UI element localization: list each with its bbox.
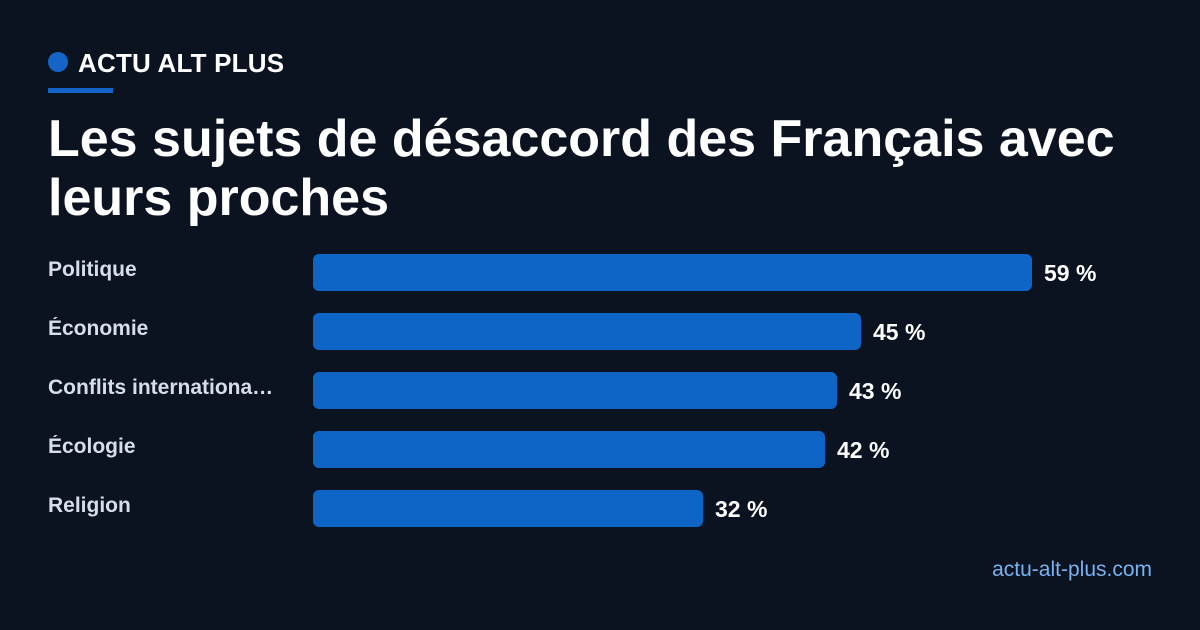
bar-value-label: 32 %	[715, 496, 768, 522]
bar-value-label: 59 %	[1044, 260, 1097, 286]
bar	[313, 372, 837, 409]
page-title: Les sujets de désaccord des Français ave…	[48, 110, 1115, 227]
bar	[313, 490, 703, 527]
category-label: Religion	[48, 494, 131, 517]
category-label: Écologie	[48, 435, 136, 458]
bar	[313, 431, 825, 468]
brand-name: ACTU ALT PLUS	[78, 48, 285, 78]
bar-value-label: 42 %	[837, 437, 890, 463]
brand: ACTU ALT PLUS	[48, 48, 284, 79]
category-label: Conflits internationa…	[48, 376, 274, 399]
bar	[313, 313, 861, 350]
category-label: Politique	[48, 258, 137, 281]
bar-value-label: 43 %	[849, 378, 902, 404]
bar	[313, 254, 1032, 291]
category-label: Économie	[48, 317, 149, 340]
source-link[interactable]: actu-alt-plus.com	[992, 558, 1152, 581]
bar-value-label: 45 %	[873, 319, 926, 345]
brand-underline	[48, 88, 113, 93]
brand-dot-icon	[48, 51, 68, 72]
